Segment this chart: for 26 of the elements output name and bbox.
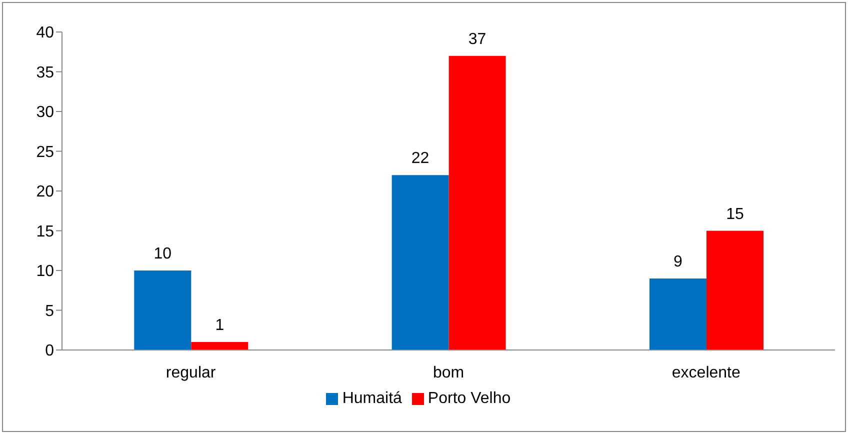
data-label: 1 — [215, 317, 224, 334]
bar — [706, 230, 764, 350]
y-tick-label: 10 — [36, 263, 54, 280]
bar — [448, 56, 506, 350]
y-tick-label: 40 — [36, 24, 54, 42]
y-tick-label: 20 — [36, 184, 54, 201]
y-tick-label: 15 — [36, 223, 54, 240]
y-tick-label: 35 — [36, 64, 54, 82]
bar — [191, 342, 248, 350]
y-tick-label: 25 — [36, 144, 54, 161]
y-tick-label: 0 — [45, 342, 54, 360]
data-label: 22 — [411, 150, 430, 168]
y-tick-label: 5 — [45, 302, 54, 320]
y-tick-label: 30 — [36, 104, 54, 122]
x-tick-label: regular — [166, 364, 216, 382]
data-label: 37 — [468, 30, 486, 48]
x-tick-label: bom — [432, 364, 464, 382]
data-label: 10 — [154, 246, 172, 262]
bar — [392, 175, 449, 350]
data-label: 15 — [726, 206, 744, 223]
x-tick-label: excelente — [672, 364, 741, 382]
bar — [134, 270, 192, 350]
legend-label: Porto Velho — [428, 390, 511, 407]
legend-label: Humaitá — [342, 390, 402, 407]
data-label: 9 — [674, 253, 683, 270]
bar — [649, 278, 706, 350]
